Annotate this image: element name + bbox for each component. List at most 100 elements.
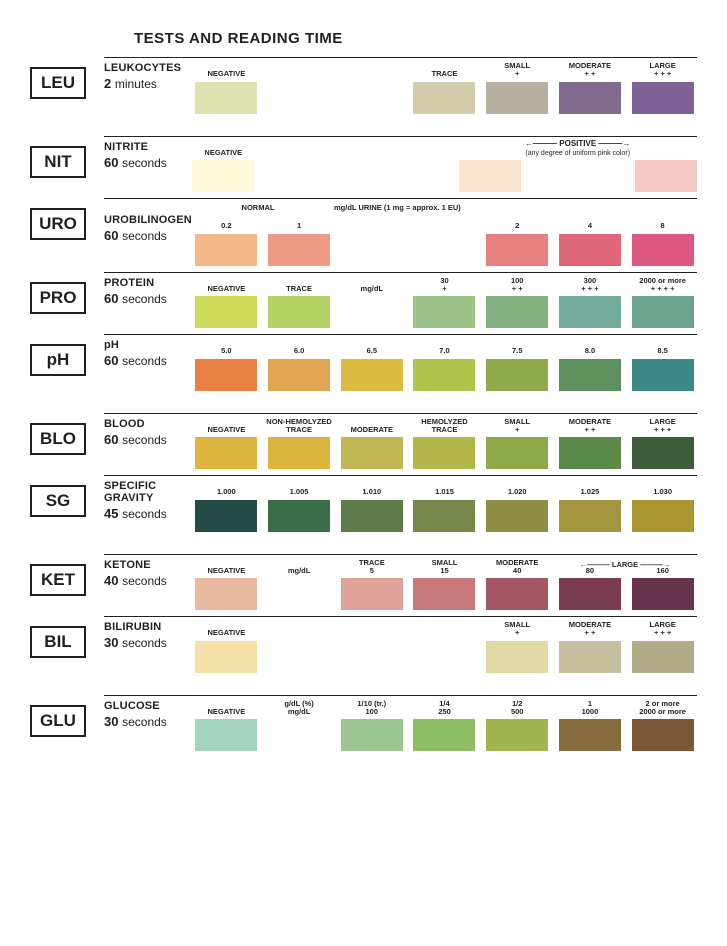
swatch-cell: LARGE+ + + [628, 418, 697, 470]
cell-label-sub: + + + [654, 629, 671, 637]
color-swatch [632, 719, 694, 751]
swatch-cell: MODERATE40 [483, 559, 552, 611]
cell-label-sub: 160 [656, 567, 669, 575]
cell-label-sub: 100 [366, 708, 379, 716]
test-name: KETONE [104, 559, 192, 571]
cell-label-sub: 1000 [582, 708, 599, 716]
test-row-bil: BILBILIRUBIN30 secondsNEGATIVE SMALL+MOD… [30, 616, 697, 673]
color-swatch [195, 82, 257, 114]
test-row-pro: PROPROTEIN60 secondsNEGATIVETRACEmg/dL30… [30, 272, 697, 329]
ket-unit-label: mg/dL [288, 567, 311, 575]
swatch-area: NEGATIVE TRACESMALL+MODERATE+ +LARGE+ + … [192, 62, 697, 114]
color-swatch [413, 437, 475, 469]
test-content: LEUKOCYTES2 minutesNEGATIVE TRACESMALL+M… [104, 57, 697, 114]
test-row-leu: LEULEUKOCYTES2 minutesNEGATIVE TRACESMAL… [30, 57, 697, 114]
cell-label-top: TRACE [432, 70, 458, 78]
swatch-cell: TRACE [410, 70, 479, 113]
cell-label-sub: 7.0 [439, 347, 449, 355]
color-swatch [195, 578, 257, 610]
cell-label-top [443, 629, 445, 637]
color-swatch [486, 82, 548, 114]
color-swatch [195, 234, 257, 266]
color-swatch [632, 578, 694, 610]
swatch-cell: 5.0 [192, 339, 261, 391]
swatch-cell: 8.5 [628, 339, 697, 391]
cell-label-sub: + [442, 285, 446, 293]
test-code: BIL [30, 626, 86, 658]
cell-label-top [489, 149, 491, 157]
test-time: 40 seconds [104, 573, 192, 588]
color-swatch [195, 641, 257, 673]
cell-label-sub: 2 [515, 222, 519, 230]
test-code: PRO [30, 282, 86, 314]
cell-label-sub: 5 [370, 567, 374, 575]
cell-label-top: NEGATIVE [207, 567, 245, 575]
swatch-cell: 300+ + + [556, 277, 625, 329]
swatch-cell: NEGATIVE [192, 629, 261, 672]
test-time: 60 seconds [104, 291, 192, 306]
cell-label-sub: 8.5 [657, 347, 667, 355]
swatch-area: NEGATIVE SMALL+MODERATE+ +LARGE+ + + [192, 621, 697, 673]
color-swatch [486, 359, 548, 391]
color-swatch [195, 500, 257, 532]
cell-label-top [443, 222, 445, 230]
cell-label-sub: + + [512, 285, 523, 293]
swatch-cell: 8 [628, 214, 697, 266]
cell-label-sub: 1 [297, 222, 301, 230]
swatch-cell: 1.025 [556, 480, 625, 532]
color-swatch [413, 82, 475, 114]
test-time: 45 seconds [104, 506, 192, 521]
test-row-glu: GLUGLUCOSE30 secondsNEGATIVEg/dL (%)mg/d… [30, 695, 697, 752]
cell-label-sub: TRACE [286, 426, 312, 434]
swatch-cell: 7.5 [483, 339, 552, 391]
cell-label-top: NEGATIVE [207, 629, 245, 637]
test-time: 2 minutes [104, 76, 192, 91]
nit-positive-note: ←——— POSITIVE ———→(any degree of uniform… [525, 141, 630, 193]
cell-label-top: TRACE [286, 285, 312, 293]
swatch-cell: LARGE+ + + [628, 621, 697, 673]
swatch-cell: 100+ + [483, 277, 552, 329]
test-code: NIT [30, 146, 86, 178]
color-swatch [632, 234, 694, 266]
cell-label-top [298, 629, 300, 637]
color-swatch [632, 359, 694, 391]
swatch-cell: NEGATIVE [192, 426, 261, 469]
cell-label-sub: 5.0 [221, 347, 231, 355]
cell-label-sub: 4 [588, 222, 592, 230]
swatch-cell: 1.030 [628, 480, 697, 532]
color-swatch [632, 500, 694, 532]
test-name: UROBILINOGEN [104, 214, 192, 226]
cell-label-sub: + [515, 426, 519, 434]
color-swatch [632, 641, 694, 673]
cell-label-top: NEGATIVE [207, 285, 245, 293]
swatch-cell: MODERATE+ + [556, 621, 625, 673]
swatch-cell [337, 70, 406, 113]
cell-label-sub: 7.5 [512, 347, 522, 355]
test-code: KET [30, 564, 86, 596]
color-swatch [486, 500, 548, 532]
swatch-area: 0.2 1 2 4 8 [192, 214, 697, 266]
test-row-blo: BLOBLOOD60 secondsNEGATIVENON-HEMOLYZEDT… [30, 413, 697, 470]
test-row-nit: NITNITRITE60 secondsNEGATIVE ←——— POSITI… [30, 136, 697, 193]
cell-label-sub: + + [585, 426, 596, 434]
cell-label-sub: 1.005 [290, 488, 309, 496]
test-row-ket: KET←——— LARGE ———→KETONE40 secondsNEGATI… [30, 554, 697, 611]
swatch-cell: NEGATIVE [192, 149, 255, 192]
cell-label-sub: + + + [654, 426, 671, 434]
swatch-cell: SMALL+ [483, 62, 552, 114]
color-swatch [559, 578, 621, 610]
swatch-cell: g/dL (%)mg/dL [265, 700, 334, 752]
test-content: SPECIFIC GRAVITY45 seconds 1.000 1.005 1… [104, 475, 697, 532]
swatch-cell: NEGATIVE [192, 567, 261, 610]
color-swatch [632, 437, 694, 469]
color-swatch [486, 641, 548, 673]
color-swatch [559, 641, 621, 673]
color-swatch [632, 296, 694, 328]
color-swatch [486, 296, 548, 328]
cell-label-sub: 1.025 [581, 488, 600, 496]
uro-normal-label: NORMAL [192, 203, 324, 212]
cell-label-sub: 80 [586, 567, 594, 575]
swatch-cell: SMALL+ [483, 418, 552, 470]
color-swatch [268, 234, 330, 266]
swatch-cell: 1.000 [192, 480, 261, 532]
